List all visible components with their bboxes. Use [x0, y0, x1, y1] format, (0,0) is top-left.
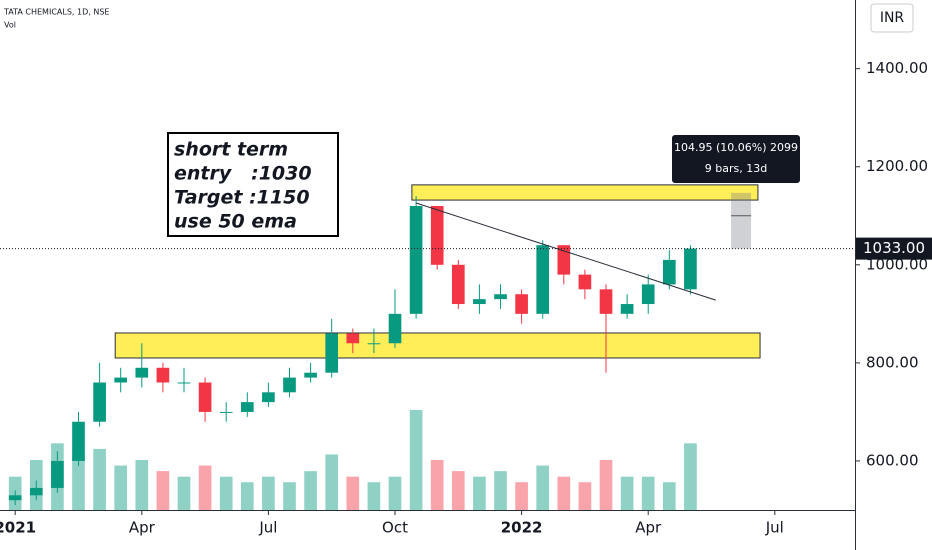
candle-body — [409, 205, 423, 314]
volume-bar — [114, 465, 128, 510]
candle-body — [536, 245, 550, 314]
candle-body — [114, 377, 128, 383]
volume-bar — [240, 482, 254, 510]
candle-body — [8, 495, 22, 501]
currency-box[interactable] — [870, 3, 914, 33]
candle-body — [156, 367, 170, 383]
volume-bar — [198, 465, 212, 510]
candle-body — [29, 487, 43, 496]
volume-bar — [367, 482, 381, 510]
candle-body — [262, 392, 275, 403]
note-line: use 50 ema — [174, 211, 297, 233]
note-line: Target :1150 — [174, 187, 310, 209]
candle-body — [451, 264, 465, 305]
volume-bar — [641, 476, 655, 510]
volume-bar — [346, 476, 360, 510]
candle-body — [51, 460, 64, 488]
volume-bar — [620, 476, 634, 510]
y-tick-label: 1400.00 — [866, 59, 928, 77]
volume-bar — [283, 482, 296, 510]
candle-body — [684, 248, 697, 290]
volume-bar — [93, 448, 106, 510]
volume-bar — [684, 443, 697, 510]
volume-bar — [409, 410, 423, 510]
candle-body — [72, 421, 85, 461]
volume-bar — [304, 471, 317, 510]
candle-body — [240, 402, 254, 412]
note-box — [167, 132, 339, 237]
trendline — [415, 202, 716, 301]
last-price-label: 1033.00 — [863, 239, 925, 257]
volume-bar — [494, 471, 507, 510]
x-tick-label: Jul — [258, 519, 277, 537]
candle-body — [494, 294, 507, 300]
measure-tooltip — [672, 135, 800, 183]
y-tick-label: 1200.00 — [866, 157, 928, 175]
volume-bar — [262, 476, 275, 510]
x-tick-label: Jul — [765, 519, 784, 537]
volume-label: Vol — [4, 21, 16, 30]
candle-body — [599, 289, 613, 314]
volume-bar — [578, 482, 592, 510]
volume-bar — [557, 476, 571, 510]
volume-bar — [388, 476, 402, 510]
zone — [411, 184, 759, 201]
candle-body — [641, 284, 655, 305]
note-line: entry :1030 — [174, 163, 312, 185]
volume-bar — [135, 460, 149, 510]
volume-bar — [662, 482, 676, 510]
candle-body — [388, 313, 402, 344]
measure-label: 9 bars, 13d — [705, 162, 767, 175]
candle-body — [198, 382, 212, 412]
y-tick-label: 1000.00 — [866, 255, 928, 273]
volume-bar — [515, 482, 528, 510]
x-tick-label: Apr — [635, 519, 662, 537]
candle-body — [662, 259, 676, 285]
candle-body — [557, 245, 571, 275]
volume-bar — [430, 460, 444, 510]
candle-body — [578, 274, 592, 290]
note-line: short term — [174, 139, 288, 161]
candle-body — [515, 294, 528, 314]
y-tick-label: 600.00 — [866, 451, 919, 469]
volume-bar — [599, 460, 613, 510]
currency: INR — [880, 10, 905, 26]
volume-bar — [219, 476, 233, 510]
candle-body — [283, 377, 296, 393]
candle-body — [346, 333, 360, 344]
last-price-box — [856, 237, 932, 260]
measure-range — [731, 192, 752, 249]
chart-title: TATA CHEMICALS, 1D, NSE — [3, 8, 109, 17]
candle-body — [177, 382, 191, 384]
candle-body — [367, 343, 381, 345]
candle-body — [219, 411, 233, 413]
volume-bar — [473, 476, 486, 510]
candle-body — [93, 382, 106, 422]
x-tick-label: Oct — [382, 519, 408, 537]
volume-bar — [156, 471, 170, 510]
candle-body — [304, 372, 317, 378]
volume-bar — [177, 476, 191, 510]
volume-bar — [536, 465, 550, 510]
zone — [114, 332, 761, 359]
candle-body — [325, 333, 339, 373]
x-tick-label: 2022 — [501, 519, 543, 537]
volume-bar — [72, 454, 85, 510]
candle-body — [430, 205, 444, 265]
candle-body — [620, 304, 634, 314]
x-tick-label: Apr — [129, 519, 156, 537]
x-tick-label: 2021 — [0, 519, 36, 537]
candle-body — [135, 367, 149, 378]
volume-bar — [451, 471, 465, 510]
volume-bar — [325, 454, 339, 510]
candle-body — [473, 299, 486, 305]
measure-label: 104.95 (10.06%) 2099 — [674, 141, 798, 154]
y-tick-label: 800.00 — [866, 353, 919, 371]
